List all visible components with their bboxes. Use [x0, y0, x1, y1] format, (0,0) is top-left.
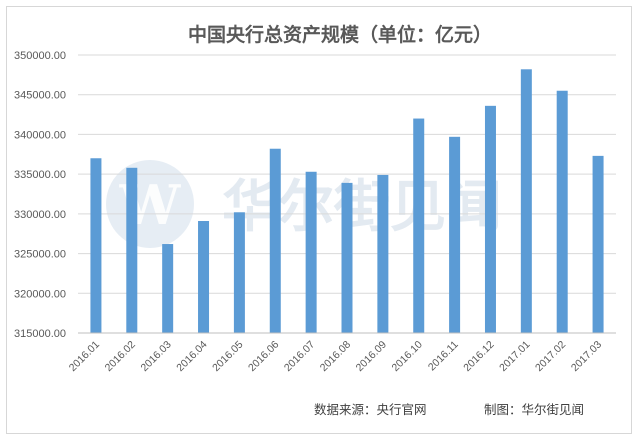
x-tick-label: 2016.11: [426, 339, 461, 374]
bar-2016.11: [449, 136, 461, 333]
y-axis: 315000.00 320000.00 325000.00 330000.00 3350…: [14, 50, 66, 340]
watermark: W 华尔街见闻: [106, 160, 502, 248]
x-tick-label: 2016.05: [210, 339, 245, 374]
y-tick-label: 330000.00: [14, 209, 66, 221]
y-tick-label: 340000.00: [14, 129, 66, 141]
x-tick-label: 2016.12: [461, 339, 496, 374]
x-tick-label: 2016.03: [138, 339, 173, 374]
bar-2017.03: [592, 155, 604, 333]
x-tick-label: 2016.04: [174, 339, 209, 374]
bar-2016.02: [126, 167, 138, 333]
y-tick-label: 315000.00: [14, 328, 66, 340]
x-tick-label: 2016.01: [67, 339, 102, 374]
bar-2016.07: [305, 171, 317, 333]
x-tick-label: 2016.10: [390, 339, 425, 374]
x-tick-label: 2016.06: [246, 339, 281, 374]
bar-2016.08: [341, 182, 353, 333]
bar-2016.04: [198, 221, 210, 333]
y-tick-label: 345000.00: [14, 90, 66, 102]
bars: [90, 69, 604, 334]
chart-title: 中国央行总资产规模（单位：亿元）: [188, 23, 492, 46]
x-axis: 2016.01 2016.02 2016.03 2016.04 2016.05 2016.…: [67, 332, 616, 374]
bar-2017.02: [556, 90, 568, 333]
x-tick-label: 2016.02: [103, 339, 138, 374]
y-tick-label: 335000.00: [14, 169, 66, 181]
bar-2016.09: [377, 174, 389, 333]
bar-2016.10: [413, 118, 425, 334]
bar-2016.01: [90, 158, 102, 333]
y-tick-label: 320000.00: [14, 288, 66, 300]
x-tick-label: 2016.09: [354, 339, 389, 374]
bar-2016.12: [484, 105, 496, 333]
bar-2016.05: [233, 212, 245, 333]
x-tick-label: 2017.02: [533, 339, 568, 374]
x-tick-label: 2017.01: [497, 339, 532, 374]
y-tick-label: 350000.00: [14, 50, 66, 62]
y-tick-label: 325000.00: [14, 249, 66, 261]
bar-2016.03: [162, 244, 174, 333]
x-tick-label: 2016.08: [318, 339, 353, 374]
data-source-note: 数据来源：央行官网: [314, 402, 427, 417]
bar-2017.01: [520, 69, 532, 333]
x-tick-label: 2017.03: [569, 339, 604, 374]
x-tick-label: 2016.07: [282, 339, 317, 374]
bar-2016.06: [269, 148, 281, 333]
chart-credit: 制图：华尔街见闻: [484, 402, 584, 417]
